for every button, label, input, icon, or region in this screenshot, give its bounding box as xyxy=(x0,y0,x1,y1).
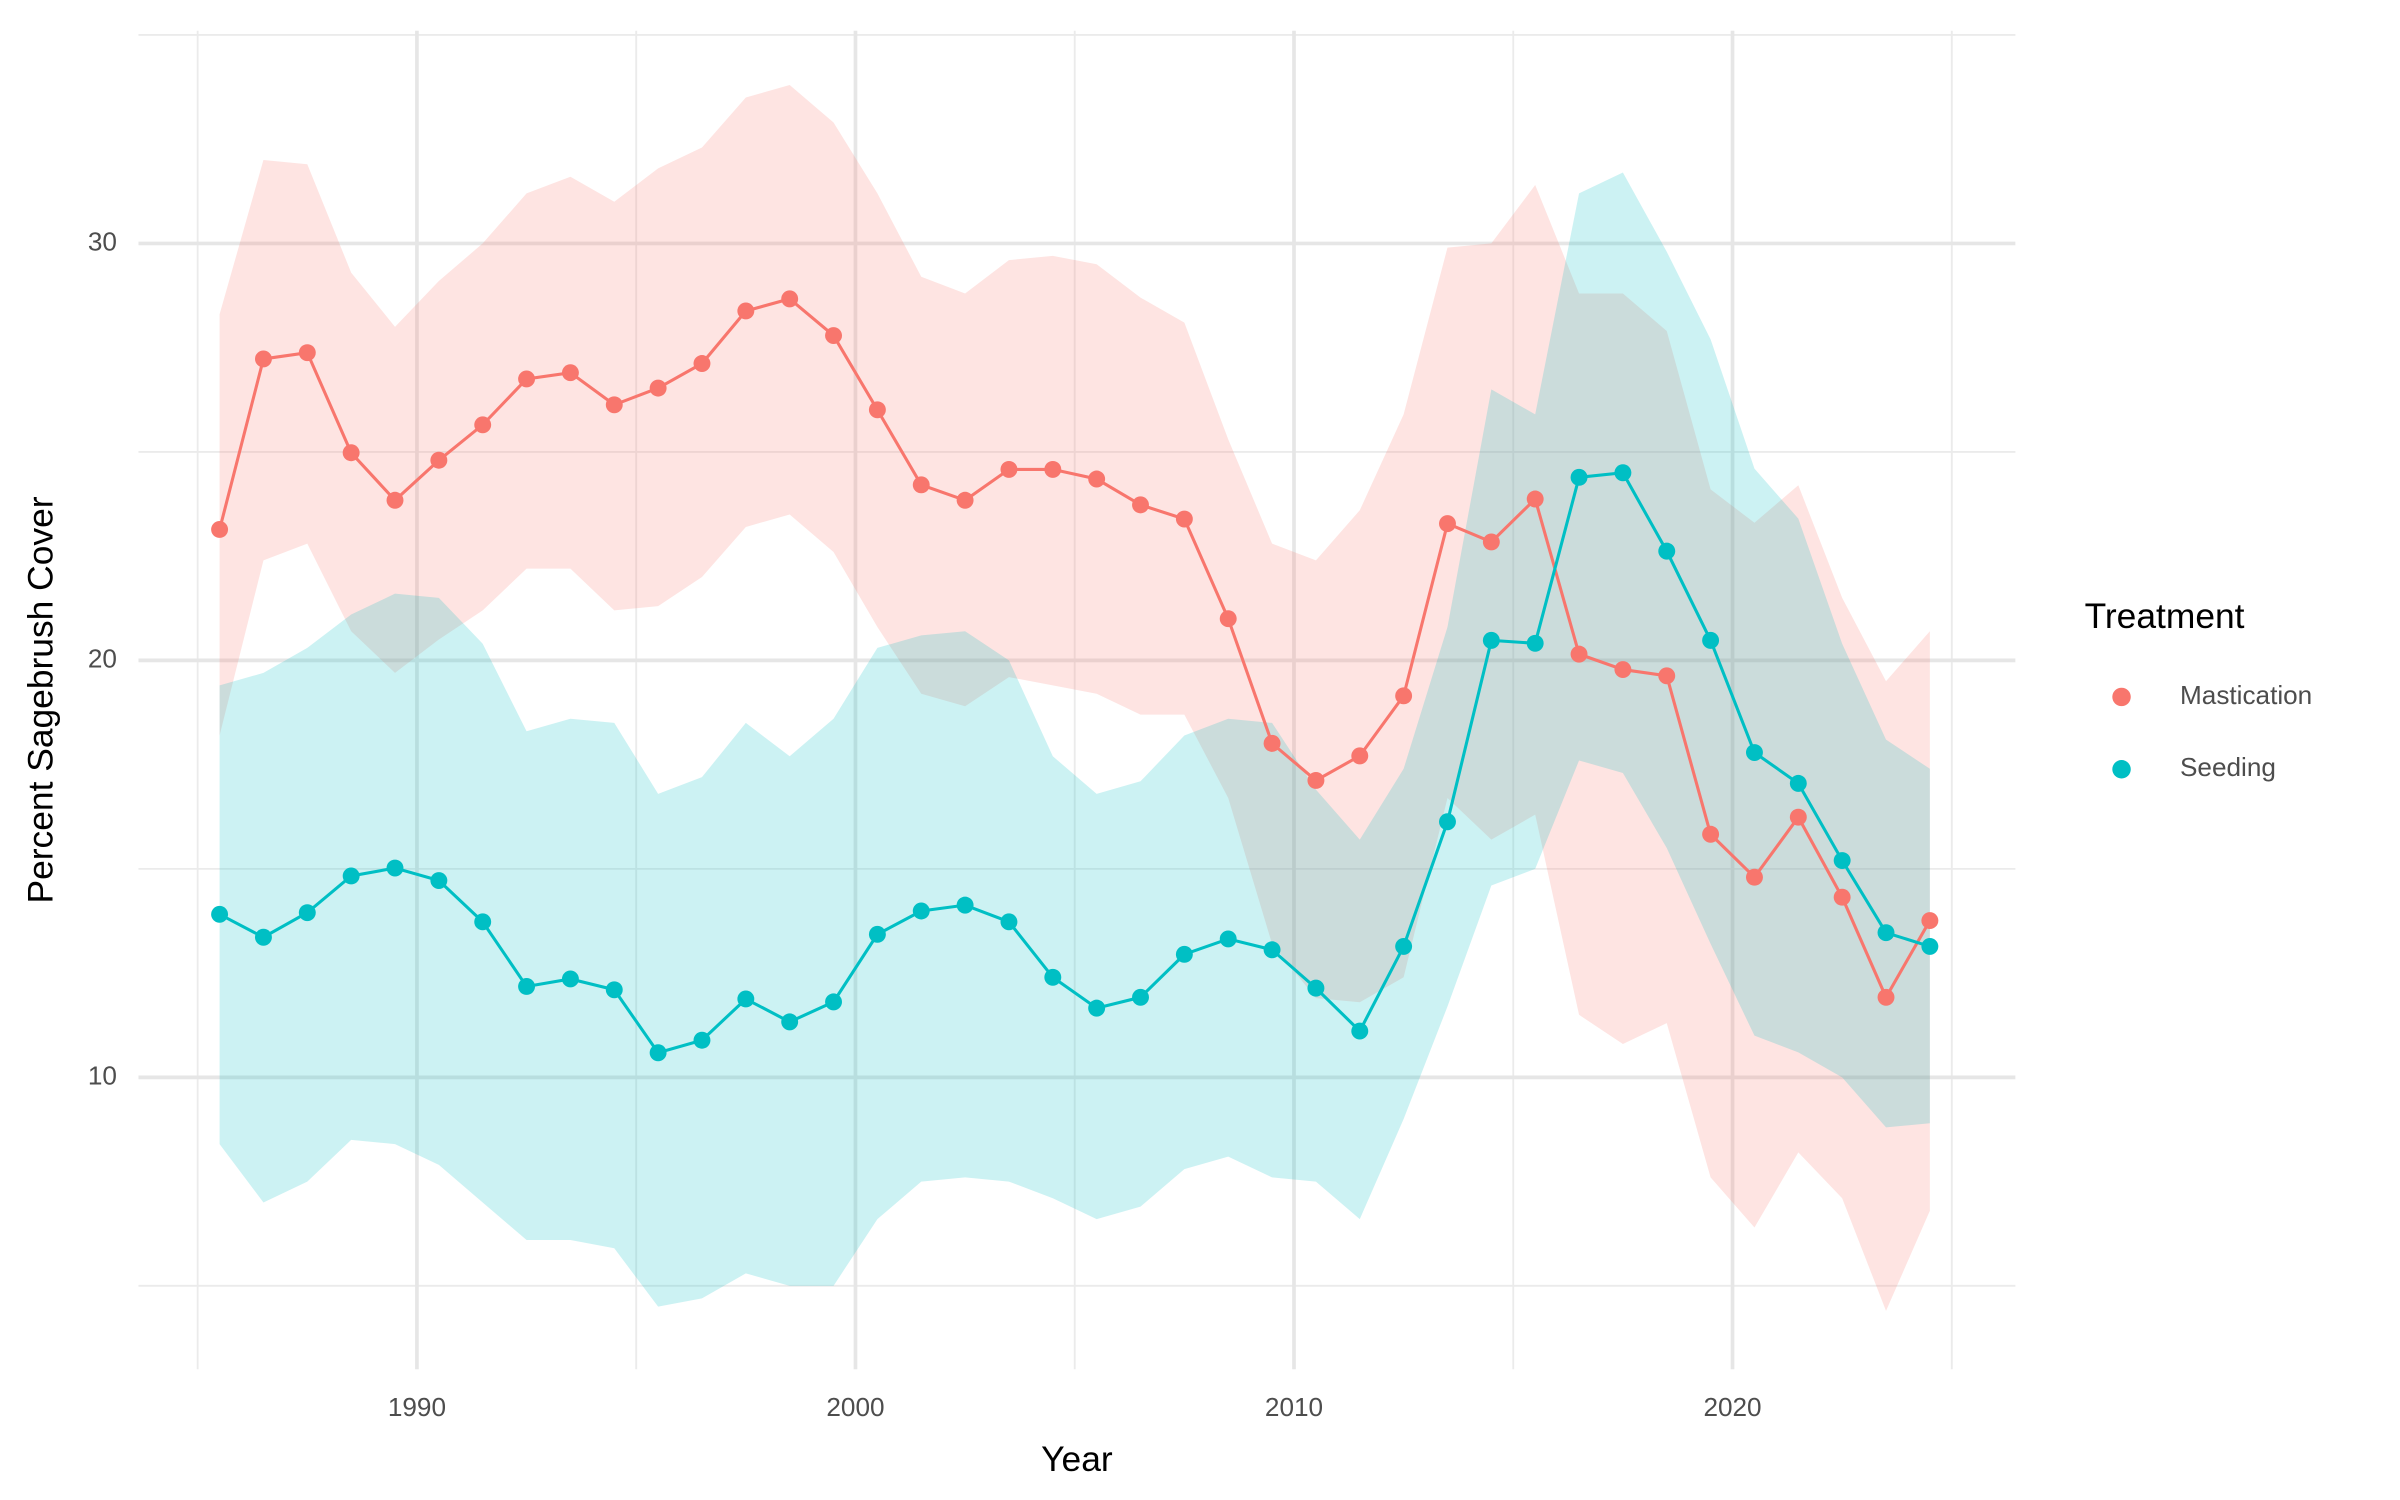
data-point xyxy=(1307,979,1325,997)
data-point xyxy=(430,451,448,469)
data-point xyxy=(737,302,755,320)
x-tick-label: 2000 xyxy=(826,1392,884,1422)
data-point xyxy=(386,491,404,509)
data-point xyxy=(1877,924,1895,942)
x-tick-label: 2010 xyxy=(1265,1392,1323,1422)
data-point xyxy=(956,491,974,509)
data-point xyxy=(1526,634,1544,652)
data-point xyxy=(1526,490,1544,508)
data-point xyxy=(1658,667,1676,685)
data-point xyxy=(1219,930,1237,948)
data-point xyxy=(1044,460,1062,478)
data-point xyxy=(254,350,272,368)
x-tick-label: 1990 xyxy=(388,1392,446,1422)
data-point xyxy=(1921,937,1939,955)
legend-marker xyxy=(2112,760,2131,779)
data-point xyxy=(1044,968,1062,986)
data-point xyxy=(781,290,799,308)
data-point xyxy=(1482,533,1500,551)
data-point xyxy=(386,859,404,877)
data-point xyxy=(298,904,316,922)
data-point xyxy=(211,905,229,923)
data-point xyxy=(342,444,360,462)
data-point xyxy=(912,476,930,494)
y-tick-label: 10 xyxy=(88,1060,117,1090)
data-point xyxy=(342,867,360,885)
data-point xyxy=(825,993,842,1011)
data-point xyxy=(649,379,667,397)
y-tick-label: 30 xyxy=(88,226,117,256)
data-point xyxy=(1307,772,1325,789)
data-point xyxy=(1000,913,1018,931)
data-point xyxy=(518,370,536,388)
data-point xyxy=(605,981,623,999)
data-point xyxy=(1395,687,1413,705)
data-point xyxy=(1570,468,1588,486)
data-point xyxy=(1351,1022,1369,1040)
data-point xyxy=(1351,747,1369,765)
data-point xyxy=(1263,941,1281,959)
data-point xyxy=(1745,744,1763,761)
data-point xyxy=(693,1031,711,1049)
y-tick-label: 20 xyxy=(88,643,117,673)
data-point xyxy=(781,1013,799,1031)
data-point xyxy=(1482,631,1500,649)
plot-area xyxy=(138,30,2016,1370)
data-point xyxy=(1877,988,1895,1006)
data-point xyxy=(1789,808,1807,826)
data-point xyxy=(1658,542,1676,560)
data-point xyxy=(868,401,886,419)
data-point xyxy=(1263,734,1281,752)
data-point xyxy=(474,416,492,434)
legend-label: Mastication xyxy=(2180,680,2312,710)
data-point xyxy=(211,520,229,538)
data-point xyxy=(518,977,536,995)
data-point xyxy=(1614,661,1632,679)
data-point xyxy=(649,1044,667,1062)
data-point xyxy=(1088,470,1106,488)
legend-title: Treatment xyxy=(2085,597,2245,636)
data-point xyxy=(1702,825,1720,843)
data-point xyxy=(868,925,886,943)
x-tick-label: 2020 xyxy=(1703,1392,1761,1422)
legend-label: Seeding xyxy=(2180,752,2276,782)
series-line xyxy=(218,471,1931,1055)
data-point xyxy=(254,928,272,946)
data-point xyxy=(1219,610,1237,628)
data-point xyxy=(1833,852,1851,869)
data-point xyxy=(605,396,623,414)
data-point xyxy=(1132,496,1149,514)
data-point xyxy=(1000,460,1018,478)
data-point xyxy=(825,327,842,345)
data-point xyxy=(1789,774,1807,792)
data-point xyxy=(912,902,930,920)
data-point xyxy=(474,913,492,931)
data-point xyxy=(430,872,448,890)
data-point xyxy=(1395,937,1413,955)
data-point xyxy=(1745,868,1763,886)
data-point xyxy=(1175,945,1193,963)
confidence-band xyxy=(219,172,1930,1307)
data-point xyxy=(1132,988,1149,1006)
data-point xyxy=(1088,999,1106,1017)
data-point xyxy=(1614,464,1632,482)
data-point xyxy=(737,990,755,1008)
data-point xyxy=(1921,912,1939,930)
x-axis-title: Year xyxy=(1041,1440,1113,1479)
series-line xyxy=(218,297,1932,1001)
data-point xyxy=(561,970,579,988)
data-point xyxy=(561,364,579,382)
legend-marker xyxy=(2112,687,2131,707)
data-point xyxy=(1439,813,1456,831)
data-point xyxy=(1439,515,1456,533)
y-axis-title: Percent Sagebrush Cover xyxy=(21,496,60,903)
data-point xyxy=(1570,645,1588,663)
data-point xyxy=(1702,631,1720,649)
data-point xyxy=(956,896,974,914)
data-point xyxy=(693,355,711,372)
data-point xyxy=(1833,888,1851,906)
data-point xyxy=(1175,510,1193,528)
data-point xyxy=(298,344,316,362)
